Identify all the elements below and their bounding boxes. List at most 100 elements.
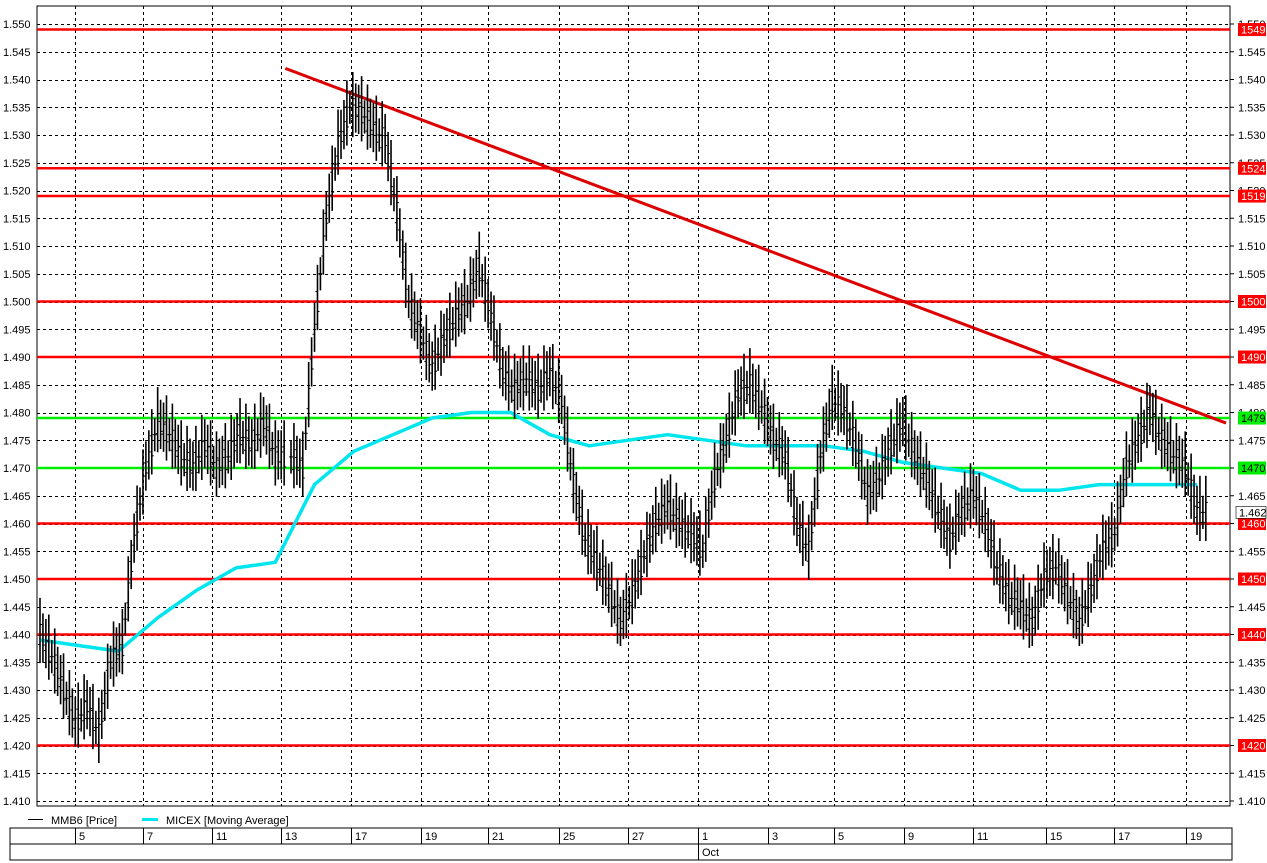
level-badge-1460 [1238, 517, 1266, 530]
price-bar-26-2 [353, 83, 358, 133]
price-bar-92-3 [1133, 420, 1138, 470]
price-bar-32-1 [421, 326, 426, 360]
price-bar-17-2 [243, 403, 248, 469]
price-bar-12-2 [185, 425, 190, 492]
y-tick-right-21: 1.515 [1238, 213, 1266, 225]
level-badge-1440 [1238, 628, 1266, 641]
price-bar-49-2 [624, 572, 629, 639]
x-day-label-4: 17 [355, 831, 367, 843]
price-bar-17-3 [246, 416, 251, 466]
price-bar-72-2 [894, 398, 899, 464]
price-bar-63-2 [789, 473, 794, 507]
price-bar-84-0 [1030, 596, 1035, 647]
x-day-label-8: 27 [632, 831, 644, 843]
y-tick-left-18: 1.500 [3, 297, 31, 309]
price-bar-64-0 [794, 496, 799, 547]
price-bar-72-1 [892, 423, 897, 457]
price-bar-12-0 [179, 420, 184, 486]
price-bar-32-0 [418, 298, 423, 364]
price-bar-76-3 [944, 506, 949, 556]
price-bar-76-1 [939, 482, 944, 548]
y-tick-left-21: 1.515 [3, 213, 31, 225]
price-bar-93-0 [1136, 413, 1141, 463]
price-bar-80-3 [992, 520, 997, 586]
price-bar-78-3 [968, 463, 973, 529]
y-tick-right-15: 1.485 [1238, 380, 1266, 392]
y-tick-right-25: 1.535 [1238, 102, 1266, 114]
price-bar-86-2 [1059, 555, 1064, 605]
price-bar-57-0 [712, 442, 717, 508]
level-label-1524: 1524 [1241, 163, 1265, 175]
price-bar-38-1 [491, 295, 496, 361]
price-bar-29-2 [389, 139, 394, 206]
price-bar-16-1 [229, 414, 234, 480]
x-day-label-3: 13 [285, 831, 297, 843]
price-bar-19-3 [270, 431, 275, 466]
price-bar-68-1 [844, 384, 849, 450]
price-bar-75-0 [924, 442, 929, 508]
price-bar-83-3 [1027, 582, 1032, 648]
y-tick-left-16: 1.490 [3, 352, 31, 364]
price-bar-11-0 [167, 418, 172, 452]
price-bar-18-2 [255, 418, 260, 452]
price-bar-57-2 [718, 423, 723, 489]
price-bar-98-3 [1203, 475, 1208, 542]
price-bar-15-0 [214, 431, 219, 497]
price-bar-88-1 [1080, 578, 1085, 644]
price-bar-82-3 [1015, 577, 1020, 627]
price-bar-43-1 [550, 343, 555, 410]
price-bar-79-1 [974, 476, 979, 526]
price-bar-38-3 [497, 323, 502, 389]
moving-average-group [39, 410, 1197, 653]
price-bar-26-1 [350, 72, 355, 138]
price-bar-25-1 [339, 109, 344, 160]
price-bar-35-0 [453, 281, 458, 347]
price-bar-32-3 [427, 333, 432, 383]
price-bar-29-1 [386, 131, 391, 182]
price-bar-15-2 [220, 435, 225, 486]
price-bar-86-3 [1062, 562, 1067, 612]
y-tick-left-28: 1.550 [3, 19, 31, 31]
price-bar-10-3 [164, 395, 169, 461]
x-day-label-1: 7 [147, 831, 153, 843]
y-tick-right-11: 1.465 [1238, 491, 1266, 503]
price-bar-96-0 [1171, 440, 1176, 474]
level-badge-1490 [1238, 350, 1266, 364]
price-bar-20-3 [282, 420, 287, 486]
price-bar-91-1 [1115, 481, 1120, 547]
price-bar-1-1 [52, 628, 57, 694]
price-bar-7-2 [126, 556, 131, 622]
price-bar-87-2 [1071, 572, 1076, 639]
price-bar-5-0 [96, 697, 101, 764]
price-bar-73-0 [900, 396, 905, 447]
y-tick-right-27: 1.545 [1238, 47, 1266, 59]
price-bar-80-2 [989, 519, 994, 569]
price-bar-31-2 [412, 291, 417, 341]
price-bar-41-0 [524, 362, 529, 396]
price-bar-59-0 [736, 369, 741, 419]
y-tick-left-5: 1.435 [3, 657, 31, 669]
price-bar-36-1 [468, 256, 473, 322]
price-bar-66-1 [821, 406, 826, 472]
price-bar-73-3 [909, 411, 914, 478]
price-bar-95-2 [1165, 421, 1170, 472]
price-bar-50-2 [636, 549, 641, 599]
price-bar-76-2 [942, 499, 947, 549]
price-bar-56-2 [706, 488, 711, 538]
price-bar-34-0 [441, 313, 446, 363]
price-bar-48-0 [606, 563, 611, 613]
price-bar-2-2 [67, 670, 72, 736]
x-day-label-7: 25 [563, 831, 575, 843]
x-day-label-10: 3 [772, 831, 778, 843]
price-bar-70-2 [871, 460, 876, 511]
x-day-label-12: 9 [908, 831, 914, 843]
price-bar-82-2 [1012, 564, 1017, 630]
price-bar-21-2 [294, 435, 299, 486]
price-bar-78-2 [965, 487, 970, 521]
price-bar-9-1 [146, 430, 151, 480]
price-bar-23-1 [315, 264, 320, 331]
x-day-label-2: 11 [216, 831, 227, 843]
price-bar-87-0 [1065, 559, 1070, 625]
price-bar-15-1 [217, 438, 222, 488]
level-label-1450: 1450 [1241, 574, 1265, 586]
